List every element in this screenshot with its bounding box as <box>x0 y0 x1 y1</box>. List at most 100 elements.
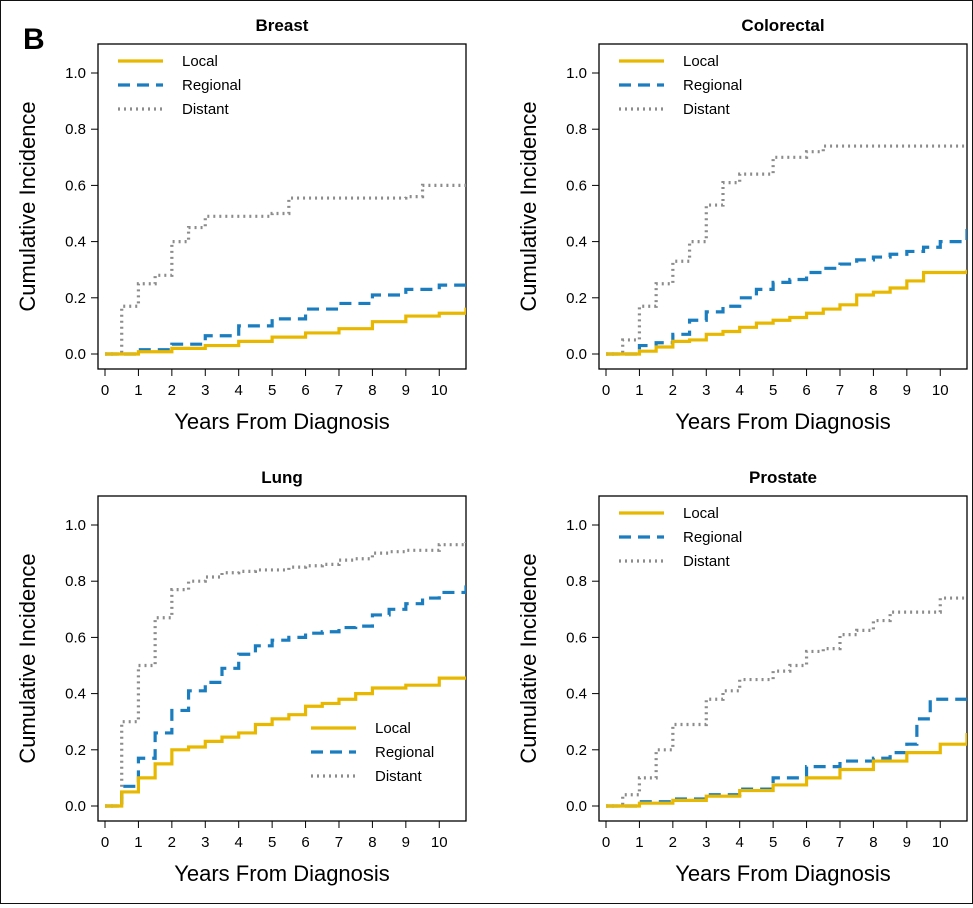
x-tick-label: 3 <box>201 834 209 851</box>
legend-label-regional: Regional <box>375 744 434 761</box>
x-tick-label: 10 <box>431 834 448 851</box>
x-tick-label: 10 <box>932 382 949 399</box>
x-tick-label: 2 <box>168 834 176 851</box>
x-tick-label: 0 <box>101 834 109 851</box>
x-tick-label: 9 <box>402 834 410 851</box>
x-tick-label: 0 <box>602 834 610 851</box>
plot-frame <box>598 43 968 370</box>
x-tick-label: 5 <box>268 834 276 851</box>
legend-label-distant: Distant <box>182 101 230 118</box>
x-tick-label: 6 <box>802 834 810 851</box>
y-tick-label: 0.8 <box>566 121 587 138</box>
y-tick-label: 0.4 <box>65 686 86 703</box>
x-tick-label: 2 <box>669 834 677 851</box>
y-tick-label: 0.2 <box>566 290 587 307</box>
x-tick-label: 4 <box>235 834 243 851</box>
legend-label-regional: Regional <box>683 529 742 546</box>
series-line-regional <box>105 279 466 356</box>
y-axis-label: Cumulative Incidence <box>15 553 40 763</box>
chart-panel-prostate: Prostate 0.0 0.2 0.4 0.6 0.8 1.0 0 1 2 3 4 5 6 7 8 9 10 Ye… <box>516 468 968 886</box>
y-axis-label: Cumulative Incidence <box>15 101 40 311</box>
x-tick-label: 6 <box>301 834 309 851</box>
y-tick-label: 0.4 <box>566 234 587 251</box>
legend-label-local: Local <box>683 505 719 522</box>
y-tick-label: 1.0 <box>65 65 86 82</box>
x-tick-label: 1 <box>635 382 643 399</box>
legend-label-local: Local <box>182 53 218 70</box>
x-tick-label: 4 <box>235 382 243 399</box>
x-tick-label: 10 <box>932 834 949 851</box>
legend-label-local: Local <box>375 720 411 737</box>
y-axis-label: Cumulative Incidence <box>516 101 541 311</box>
x-tick-label: 4 <box>736 834 744 851</box>
x-tick-label: 9 <box>903 382 911 399</box>
x-tick-label: 1 <box>635 834 643 851</box>
x-tick-label: 7 <box>335 834 343 851</box>
y-tick-label: 0.6 <box>65 629 86 646</box>
series-line-local <box>105 676 466 808</box>
panel-letter: B <box>23 23 45 56</box>
y-tick-label: 0.2 <box>65 742 86 759</box>
x-tick-label: 2 <box>168 382 176 399</box>
legend-label-distant: Distant <box>683 553 731 570</box>
plot-frame <box>97 495 467 822</box>
y-tick-label: 1.0 <box>566 517 587 534</box>
x-tick-label: 1 <box>134 382 142 399</box>
series-line-distant <box>606 596 967 808</box>
x-tick-label: 8 <box>869 834 877 851</box>
x-tick-label: 8 <box>368 382 376 399</box>
y-tick-label: 1.0 <box>65 517 86 534</box>
y-tick-label: 0.6 <box>566 177 587 194</box>
series-line-regional <box>105 585 466 808</box>
series-line-distant <box>105 541 466 808</box>
chart-title: Colorectal <box>741 16 824 35</box>
y-axis-label: Cumulative Incidence <box>516 553 541 763</box>
legend-label-local: Local <box>683 53 719 70</box>
x-tick-label: 3 <box>702 834 710 851</box>
x-tick-label: 6 <box>802 382 810 399</box>
x-tick-label: 3 <box>201 382 209 399</box>
x-tick-label: 7 <box>836 834 844 851</box>
x-tick-label: 9 <box>402 382 410 399</box>
y-tick-label: 0.6 <box>65 177 86 194</box>
x-tick-label: 5 <box>769 834 777 851</box>
series-line-distant <box>105 183 466 356</box>
x-tick-label: 2 <box>669 382 677 399</box>
y-tick-label: 0.0 <box>65 798 86 815</box>
legend-label-distant: Distant <box>683 101 731 118</box>
x-tick-label: 8 <box>869 382 877 399</box>
chart-title: Lung <box>261 468 303 487</box>
y-tick-label: 0.0 <box>65 346 86 363</box>
x-tick-label: 3 <box>702 382 710 399</box>
legend-label-regional: Regional <box>683 77 742 94</box>
chart-panel-lung: Lung 0.0 0.2 0.4 0.6 0.8 1.0 0 1 2 3 4 5 6 7 8 9 10 Years … <box>15 468 467 886</box>
y-tick-label: 0.8 <box>65 573 86 590</box>
y-tick-label: 0.8 <box>566 573 587 590</box>
x-tick-label: 7 <box>335 382 343 399</box>
x-tick-label: 9 <box>903 834 911 851</box>
y-tick-label: 0.2 <box>65 290 86 307</box>
x-tick-label: 5 <box>268 382 276 399</box>
y-tick-label: 0.6 <box>566 629 587 646</box>
y-tick-label: 0.4 <box>566 686 587 703</box>
y-tick-label: 0.2 <box>566 742 587 759</box>
x-axis-label: Years From Diagnosis <box>174 409 390 434</box>
legend-label-regional: Regional <box>182 77 241 94</box>
legend-label-distant: Distant <box>375 768 423 785</box>
x-tick-label: 5 <box>769 382 777 399</box>
chart-title: Breast <box>256 16 309 35</box>
x-tick-label: 4 <box>736 382 744 399</box>
y-tick-label: 0.0 <box>566 798 587 815</box>
plot-frame <box>598 495 968 822</box>
plot-frame <box>97 43 467 370</box>
x-tick-label: 0 <box>101 382 109 399</box>
x-axis-label: Years From Diagnosis <box>675 409 891 434</box>
x-tick-label: 0 <box>602 382 610 399</box>
y-tick-label: 0.8 <box>65 121 86 138</box>
series-line-local <box>105 307 466 356</box>
series-line-local <box>606 269 967 356</box>
x-tick-label: 6 <box>301 382 309 399</box>
x-axis-label: Years From Diagnosis <box>675 861 891 886</box>
